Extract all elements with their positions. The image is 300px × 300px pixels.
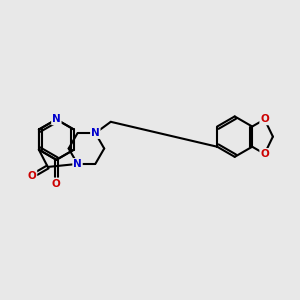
Text: O: O <box>260 149 269 159</box>
Text: O: O <box>260 114 269 124</box>
Text: N: N <box>91 128 100 138</box>
Text: O: O <box>28 171 36 181</box>
Text: N: N <box>52 114 61 124</box>
Text: O: O <box>52 178 61 189</box>
Text: N: N <box>73 159 82 169</box>
